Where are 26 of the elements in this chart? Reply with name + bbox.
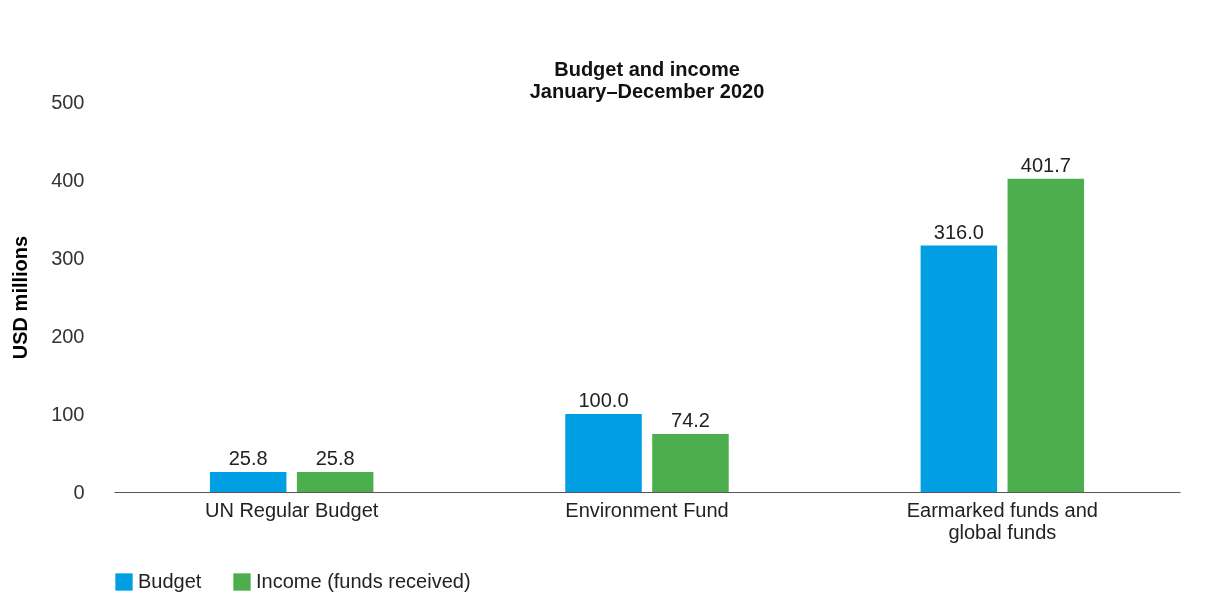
x-tick-label: Environment Fund — [565, 498, 729, 521]
y-tick-label: 300 — [51, 246, 85, 269]
y-tick-label: 0 — [73, 480, 85, 503]
bar — [209, 471, 287, 492]
data-label: 316.0 — [933, 220, 984, 243]
y-tick-label: 500 — [51, 90, 85, 113]
data-label: 401.7 — [1020, 153, 1071, 176]
x-tick-label: Earmarked funds and global funds — [906, 498, 1098, 543]
legend-label: Budget — [138, 570, 202, 592]
data-label: 25.8 — [315, 446, 355, 469]
y-tick-label: 400 — [51, 168, 85, 191]
legend-label: Income (funds received) — [256, 570, 471, 592]
y-tick-label: 200 — [51, 324, 85, 347]
x-tick-label: UN Regular Budget — [204, 498, 379, 521]
bar — [652, 434, 729, 492]
y-axis-title: USD millions — [9, 235, 32, 360]
bar — [565, 414, 642, 492]
y-tick-label: 100 — [51, 402, 85, 425]
data-label: 74.2 — [671, 409, 710, 432]
bar — [920, 245, 998, 492]
text: Budget and income — [554, 58, 740, 80]
bar — [1007, 178, 1085, 492]
data-label: 100.0 — [578, 389, 629, 411]
data-label: 25.8 — [228, 446, 268, 469]
bar — [296, 471, 374, 492]
text: January–December 2020 — [529, 80, 765, 102]
